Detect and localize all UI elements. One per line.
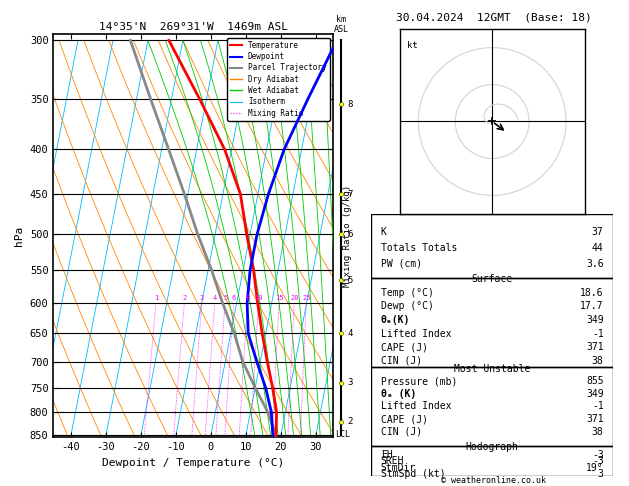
Text: -1: -1 (592, 401, 604, 412)
Text: 3.6: 3.6 (586, 259, 604, 269)
Text: Lifted Index: Lifted Index (381, 401, 451, 412)
Text: 3: 3 (598, 469, 604, 480)
Text: 30.04.2024  12GMT  (Base: 18): 30.04.2024 12GMT (Base: 18) (396, 12, 592, 22)
Text: 2: 2 (182, 295, 187, 301)
Text: 37: 37 (592, 227, 604, 237)
Text: 4: 4 (213, 295, 217, 301)
Text: 19°: 19° (586, 463, 604, 473)
Text: LCL: LCL (335, 430, 350, 439)
Text: 6: 6 (347, 229, 353, 239)
Text: km
ASL: km ASL (333, 15, 348, 34)
Text: 3: 3 (200, 295, 204, 301)
Text: 18.6: 18.6 (580, 288, 604, 297)
X-axis label: Dewpoint / Temperature (°C): Dewpoint / Temperature (°C) (103, 458, 284, 468)
Text: 349: 349 (586, 315, 604, 325)
Text: 8: 8 (347, 100, 353, 109)
Text: 1: 1 (154, 295, 159, 301)
Text: 44: 44 (592, 243, 604, 253)
Text: 855: 855 (586, 376, 604, 386)
Text: PW (cm): PW (cm) (381, 259, 422, 269)
Text: θₑ(K): θₑ(K) (381, 315, 410, 325)
Text: K: K (381, 227, 387, 237)
Bar (371, 367, 613, 446)
Text: 371: 371 (586, 342, 604, 352)
Text: kt: kt (407, 41, 418, 50)
Text: 5: 5 (347, 276, 353, 285)
Text: EH: EH (381, 450, 392, 460)
Text: Surface: Surface (472, 275, 513, 284)
Y-axis label: hPa: hPa (14, 226, 25, 246)
Text: 8: 8 (245, 295, 250, 301)
Text: Mixing Ratio (g/kg): Mixing Ratio (g/kg) (343, 185, 352, 287)
Bar (371, 446, 613, 476)
Text: StmSpd (kt): StmSpd (kt) (381, 469, 445, 480)
Text: 4: 4 (347, 329, 353, 338)
Bar (371, 278, 613, 367)
Text: Temp (°C): Temp (°C) (381, 288, 433, 297)
Text: 25: 25 (302, 295, 311, 301)
Text: CAPE (J): CAPE (J) (381, 414, 428, 424)
Text: -3: -3 (592, 450, 604, 460)
Text: CIN (J): CIN (J) (381, 356, 422, 366)
Text: Totals Totals: Totals Totals (381, 243, 457, 253)
Text: CIN (J): CIN (J) (381, 427, 422, 436)
Text: CAPE (J): CAPE (J) (381, 342, 428, 352)
Text: 371: 371 (586, 414, 604, 424)
Text: θₑ (K): θₑ (K) (381, 389, 416, 399)
Text: Pressure (mb): Pressure (mb) (381, 376, 457, 386)
Title: 14°35'N  269°31'W  1469m ASL: 14°35'N 269°31'W 1469m ASL (99, 22, 288, 32)
Text: © weatheronline.co.uk: © weatheronline.co.uk (442, 476, 546, 485)
Text: Lifted Index: Lifted Index (381, 329, 451, 339)
Text: SREH: SREH (381, 456, 404, 467)
Bar (371, 214, 613, 278)
Text: 349: 349 (586, 389, 604, 399)
Text: StmDir: StmDir (381, 463, 416, 473)
Text: 3: 3 (347, 378, 353, 387)
Text: 7: 7 (347, 190, 353, 199)
Text: 38: 38 (592, 427, 604, 436)
Text: -3: -3 (592, 456, 604, 467)
Text: 20: 20 (290, 295, 299, 301)
Text: 17.7: 17.7 (580, 301, 604, 311)
Text: 5: 5 (223, 295, 227, 301)
Text: 6: 6 (231, 295, 236, 301)
Text: 15: 15 (275, 295, 284, 301)
Text: Hodograph: Hodograph (465, 442, 519, 452)
Text: 2: 2 (347, 417, 353, 426)
Legend: Temperature, Dewpoint, Parcel Trajectory, Dry Adiabat, Wet Adiabat, Isotherm, Mi: Temperature, Dewpoint, Parcel Trajectory… (227, 38, 330, 121)
Text: 38: 38 (592, 356, 604, 366)
Text: Most Unstable: Most Unstable (454, 364, 530, 374)
Text: -1: -1 (592, 329, 604, 339)
Text: Dewp (°C): Dewp (°C) (381, 301, 433, 311)
Text: 10: 10 (254, 295, 263, 301)
